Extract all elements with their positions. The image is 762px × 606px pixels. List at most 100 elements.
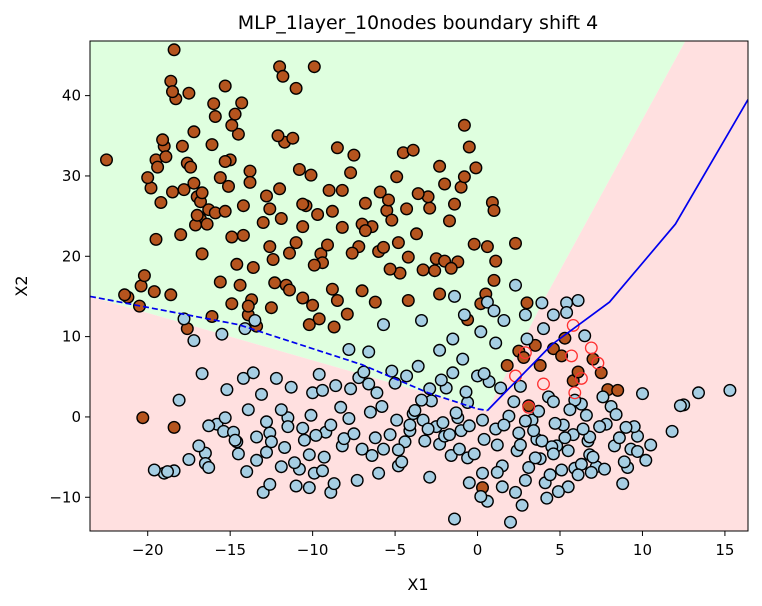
data-point (487, 304, 501, 318)
plot-frame (89, 40, 749, 532)
data-point (448, 289, 462, 303)
data-point (365, 449, 379, 463)
data-point (609, 408, 623, 422)
data-point (99, 153, 113, 167)
y-tick-label: 20 (62, 247, 81, 265)
data-point (345, 246, 359, 260)
data-point (611, 383, 625, 397)
data-point (513, 379, 527, 393)
data-point (411, 187, 425, 201)
data-point (372, 466, 386, 480)
data-point (263, 202, 277, 216)
data-point (546, 447, 560, 461)
data-point (160, 465, 174, 479)
data-point (612, 431, 626, 445)
data-point (443, 214, 457, 228)
data-point (304, 168, 318, 182)
data-point (631, 445, 645, 459)
data-point (266, 252, 280, 266)
data-point (184, 160, 198, 174)
data-point (330, 294, 344, 308)
data-point (518, 473, 532, 487)
data-point (522, 400, 536, 414)
data-point (136, 411, 150, 425)
data-point (377, 442, 391, 456)
data-point (494, 381, 508, 395)
data-point (230, 257, 244, 271)
data-point (165, 185, 179, 199)
data-point (231, 447, 245, 461)
data-point (490, 438, 504, 452)
data-point (325, 282, 339, 296)
data-point (118, 288, 132, 302)
data-point (312, 367, 326, 381)
data-point (560, 306, 574, 320)
data-point (344, 166, 358, 180)
data-point (243, 175, 257, 189)
data-point (723, 383, 737, 397)
x-tick-label: 15 (715, 541, 734, 559)
data-point (334, 400, 348, 414)
data-point (594, 366, 608, 380)
data-point (335, 183, 349, 197)
data-point (327, 477, 341, 491)
data-point (574, 371, 588, 385)
data-point (321, 238, 335, 252)
data-point (250, 453, 264, 467)
data-point (528, 451, 542, 465)
data-point (433, 343, 447, 357)
data-point (218, 204, 232, 218)
data-point (342, 412, 356, 426)
data-point (512, 426, 526, 440)
data-point (509, 485, 523, 499)
data-point (462, 419, 476, 433)
data-point (233, 278, 247, 292)
data-point (362, 345, 376, 359)
data-point (408, 404, 422, 418)
data-point (518, 414, 532, 428)
data-point (182, 86, 196, 100)
data-point (205, 138, 219, 152)
data-point (584, 341, 598, 355)
data-point (309, 428, 323, 442)
data-point (283, 246, 297, 260)
data-point (487, 273, 501, 287)
data-point (434, 373, 448, 387)
data-point (177, 183, 191, 197)
data-point (537, 322, 551, 336)
data-point (225, 118, 239, 132)
data-point (325, 204, 339, 218)
data-point (187, 125, 201, 139)
data-point (195, 186, 209, 200)
data-point (535, 296, 549, 310)
y-tick-label: −10 (49, 488, 81, 506)
data-point (274, 403, 288, 417)
data-point (306, 298, 320, 312)
data-point (497, 314, 511, 328)
dashed-boundary (90, 295, 488, 412)
data-point (373, 185, 387, 199)
data-point (231, 127, 245, 141)
data-point (457, 308, 471, 322)
data-point (236, 228, 250, 242)
data-point (433, 159, 447, 173)
data-point (322, 183, 336, 197)
data-point (218, 411, 232, 425)
data-point (207, 97, 221, 111)
data-point (241, 403, 255, 417)
data-point (260, 189, 274, 203)
data-point (147, 285, 161, 299)
data-point (174, 228, 188, 242)
data-point (639, 453, 653, 467)
data-point (304, 408, 318, 422)
data-point (537, 377, 550, 391)
data-point (375, 400, 389, 414)
data-point (391, 236, 405, 250)
y-tick-label: 0 (71, 408, 81, 426)
data-point (433, 287, 447, 301)
data-point (156, 133, 170, 147)
data-point (522, 461, 536, 475)
data-point (520, 332, 534, 346)
x-tick-label: −20 (132, 541, 164, 559)
